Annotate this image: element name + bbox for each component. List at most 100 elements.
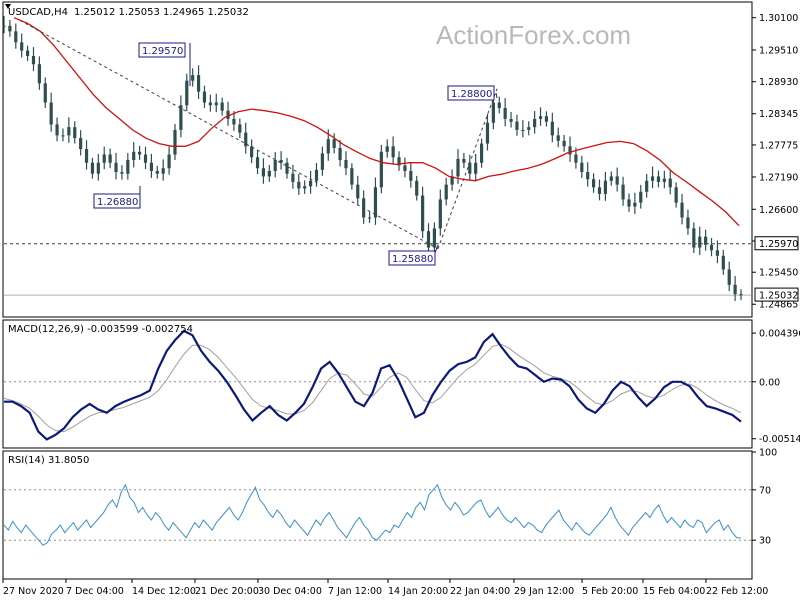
support-level-tag: 1.25970 [754,236,799,251]
price-bar-body [149,162,153,171]
price-bar [214,93,218,113]
price-bar [84,140,89,170]
price-bar-body [621,184,625,200]
price-bar-body [397,157,401,166]
time-tick-label: 7 Jan 12:00 [328,586,382,597]
price-bar [350,163,354,190]
price-bar [515,114,519,136]
price-bar [61,128,65,142]
price-tick-label: 1.29510 [759,45,798,56]
price-bar-body [627,199,631,207]
price-bar-body [550,121,554,136]
price-bar [415,175,419,201]
price-bar-body [55,124,59,136]
rsi-panel-title: RSI(14) 31.8050 [8,455,89,466]
price-bar-body [367,217,372,219]
time-tick-label: 21 Dec 20:00 [195,586,259,597]
price-bar [43,77,47,108]
price-bar [208,94,212,112]
price-bar-body [491,102,495,123]
price-bar [403,157,407,178]
price-bar-body [356,184,360,199]
time-tick-label: 29 Jan 12:00 [514,586,574,597]
price-bar [468,154,472,181]
time-tick-label: 30 Dec 04:00 [258,586,322,597]
price-bar-body [238,124,242,133]
price-bar [308,170,313,194]
price-bar [356,175,360,206]
price-bar [621,176,625,206]
price-bar [485,113,490,151]
price-bar-body [167,154,171,169]
price-bar-body [444,184,448,200]
time-tick-label: 22 Jan 04:00 [450,586,510,597]
price-tick-label: 1.27775 [759,140,798,151]
time-tick-label: 15 Feb 04:00 [643,586,705,597]
price-bar [161,159,165,181]
price-tick-label: 1.25450 [759,268,798,279]
price-bar-body [255,157,260,169]
price-y-axis: 1.30100 1.29510 1.28930 1.28345 1.27775 1.271… [752,13,799,311]
price-bar-body [314,169,319,181]
price-bar-body [161,168,165,174]
price-bar-body [715,250,720,256]
price-bar-body [421,195,425,232]
price-bar [479,138,484,168]
price-bar-body [279,160,283,163]
price-bar [202,85,207,108]
price-bar-body [49,102,53,125]
macd-tick-label: -0.005144 [759,434,800,445]
price-bar [650,166,655,189]
price-bar-body [185,80,189,106]
collapse-triangle-icon[interactable] [5,4,11,9]
watermark: ActionForex.com [436,20,631,50]
price-bar-body [656,176,661,182]
price-bar-body [303,186,307,189]
downtrend-line [19,19,439,250]
macd-y-axis: 0.004396 0.00 -0.005144 [752,329,800,445]
price-bar-body [603,180,607,194]
price-bar [592,173,596,193]
annotation-box [93,193,141,209]
time-tick-label: 22 Feb 12:00 [706,586,768,597]
price-bar-body [721,255,725,270]
price-bar [686,209,690,235]
price-bar-body [580,162,584,173]
price-bar-body [633,202,637,207]
price-bar-body [385,146,389,152]
price-bar [692,222,696,253]
price-bar-body [43,83,47,103]
price-bar [739,289,743,301]
price-bar-body [285,162,289,174]
annotation-label: 1.25880 [392,254,433,265]
price-bar [733,275,737,302]
price-bar [55,117,59,142]
last-price-box [754,287,799,302]
price-bar-body [196,75,201,92]
symbol-label: USDCAD,H4 [8,7,68,18]
price-bar-body [308,180,313,187]
price-bar [191,68,195,87]
rsi-panel-frame [2,450,753,580]
price-bar-body [615,176,619,185]
price-bar [586,162,590,187]
price-bar [533,111,537,134]
price-bar-body [320,153,324,170]
price-bar-body [25,50,30,56]
price-bar-body [645,180,649,192]
price-bar-body [574,154,578,163]
price-bar-body [432,228,437,248]
price-bar-body [79,138,83,150]
price-bar-body [456,158,460,177]
price-bar-body [338,147,342,160]
price-bar [96,153,100,181]
price-bar [609,171,613,186]
price-bar-body [326,139,330,154]
price-bar-body [126,160,130,174]
price-bar-body [698,236,702,248]
price-bar-body [692,228,696,248]
price-bar [438,189,442,236]
ohlc-label: 1.25012 1.25053 1.24965 1.25032 [74,7,249,18]
price-bar [721,249,725,275]
price-bar [426,223,431,254]
